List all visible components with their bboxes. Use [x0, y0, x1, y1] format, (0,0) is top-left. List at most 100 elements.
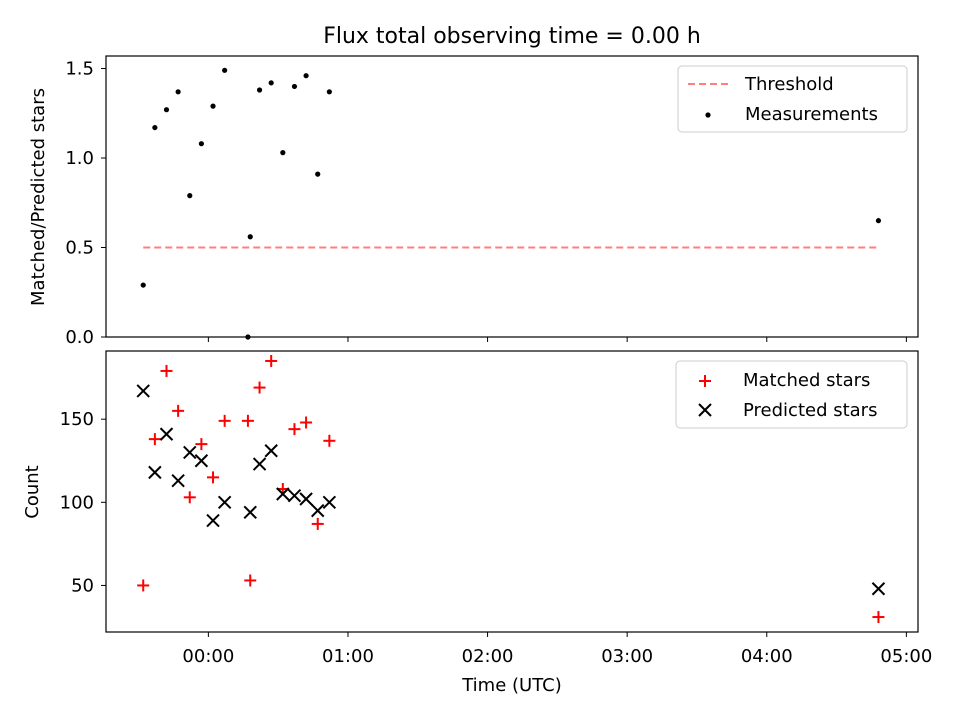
predicted-star-marker: [276, 487, 290, 501]
predicted-star-marker-b: [217, 495, 232, 510]
predicted-star-marker: [299, 492, 313, 506]
top-legend: Threshold Measurements: [677, 65, 908, 133]
legend-measurements-label: Measurements: [745, 104, 878, 125]
matched-star-marker: [288, 423, 301, 436]
bottom-y-tick-label: 100: [60, 492, 94, 513]
predicted-star-marker: [217, 495, 232, 510]
measurement-point: [187, 193, 193, 199]
matched-star-marker: [148, 433, 161, 446]
matched-star-marker: [195, 438, 208, 451]
predicted-star-marker: [183, 445, 197, 460]
x-tick-label: 04:00: [741, 646, 793, 667]
matched-star-marker: [160, 364, 173, 377]
predicted-star-marker-b: [264, 444, 278, 458]
x-tick-label: 01:00: [322, 646, 374, 667]
top-legend-box: [677, 65, 908, 133]
predicted-star-marker-b: [871, 582, 886, 596]
predicted-star-marker: [194, 454, 209, 468]
bottom-y-tick-label: 50: [71, 575, 94, 596]
matched-star-marker: [300, 416, 313, 429]
measurement-point: [222, 67, 228, 73]
legend-matched-swatch: [699, 375, 711, 387]
top-y-axis-label: Matched/Predicted stars: [28, 88, 49, 306]
measurement-point: [210, 103, 216, 109]
matched-star-marker: [311, 517, 324, 530]
top-y-tick-label: 1.5: [65, 59, 94, 80]
measurement-point: [256, 87, 263, 93]
x-tick-label: 02:00: [462, 646, 514, 667]
measurement-point: [247, 234, 253, 240]
predicted-star-marker: [148, 465, 162, 480]
top-chart-title: Flux total observing time = 0.00 h: [323, 24, 701, 49]
matched-star-marker: [244, 574, 257, 587]
measurement-point: [163, 107, 170, 113]
measurement-point: [198, 141, 204, 147]
predicted-star-marker-b: [252, 457, 267, 471]
matched-star-marker: [323, 434, 336, 447]
legend-predicted-label: Predicted stars: [743, 400, 877, 421]
predicted-star-marker-b: [276, 487, 290, 501]
predicted-star-marker: [159, 427, 174, 441]
legend-predicted-swatch: [698, 403, 712, 417]
matched-star-marker: [207, 471, 220, 484]
predicted-star-marker: [322, 495, 337, 510]
top-y-tick-label: 0.0: [65, 327, 94, 348]
matched-star-marker: [265, 354, 278, 367]
matched-star-marker: [218, 414, 231, 427]
bottom-y-axis-label: Count: [22, 465, 43, 518]
matched-star-marker: [183, 491, 196, 504]
x-tick-label: 00:00: [182, 646, 234, 667]
predicted-star-marker-b: [299, 492, 313, 506]
legend-threshold-label: Threshold: [744, 74, 834, 95]
predicted-star-marker: [287, 488, 302, 503]
predicted-star-marker: [243, 505, 257, 519]
top-plot-frame: [105, 55, 919, 338]
measurement-point: [268, 80, 274, 86]
measurement-point: [175, 89, 181, 95]
legend-matched-label: Matched stars: [743, 370, 870, 391]
matched-star-marker: [253, 381, 266, 394]
measurement-point: [875, 218, 882, 224]
predicted-star-marker: [252, 457, 267, 471]
predicted-star-marker: [871, 582, 886, 596]
predicted-star-marker-b: [159, 427, 174, 441]
predicted-star-marker-b: [148, 465, 162, 480]
predicted-star-marker-b: [183, 445, 197, 460]
predicted-star-marker: [311, 503, 325, 518]
measurement-point: [303, 73, 309, 79]
predicted-star-marker-b: [287, 488, 302, 503]
legend-measurements-swatch: [705, 112, 711, 118]
predicted-star-marker: [206, 513, 220, 528]
matched-star-marker: [241, 414, 254, 427]
top-y-tick-label: 0.5: [65, 238, 94, 259]
x-tick-label: 05:00: [880, 646, 932, 667]
x-tick-label: 03:00: [601, 646, 653, 667]
measurement-point: [140, 282, 146, 288]
bottom-chart-panel: 00:00 01:00 02:00 03:00 04:00 05:00 50 100 150 C…: [22, 350, 932, 696]
matched-star-marker: [172, 404, 185, 417]
top-y-tick-label: 1.0: [65, 148, 94, 169]
predicted-star-marker-b: [206, 513, 220, 528]
bottom-legend: Matched stars Predicted stars: [675, 360, 908, 429]
predicted-star-marker-b: [136, 384, 150, 398]
measurement-point: [152, 124, 158, 131]
predicted-star-marker: [136, 384, 150, 398]
predicted-star-marker-b: [322, 495, 337, 510]
measurement-point: [280, 150, 286, 156]
top-chart-panel: 0.0 0.5 1.0 1.5 Matched/Predicted stars Thr…: [28, 55, 919, 348]
measurement-point: [291, 83, 298, 90]
measurement-point: [315, 171, 321, 177]
predicted-star-marker-b: [194, 454, 209, 468]
matched-star-marker: [872, 611, 885, 624]
predicted-star-marker: [171, 473, 185, 488]
bottom-legend-box: [675, 360, 908, 429]
measurement-point: [326, 89, 332, 95]
matched-star-marker: [137, 579, 150, 592]
bottom-plot-frame: [105, 350, 919, 633]
bottom-y-tick-label: 150: [60, 409, 94, 430]
predicted-star-marker-b: [311, 503, 325, 518]
predicted-star-marker-b: [243, 505, 257, 519]
x-axis-label: Time (UTC): [461, 675, 562, 696]
predicted-star-marker-b: [171, 473, 185, 488]
